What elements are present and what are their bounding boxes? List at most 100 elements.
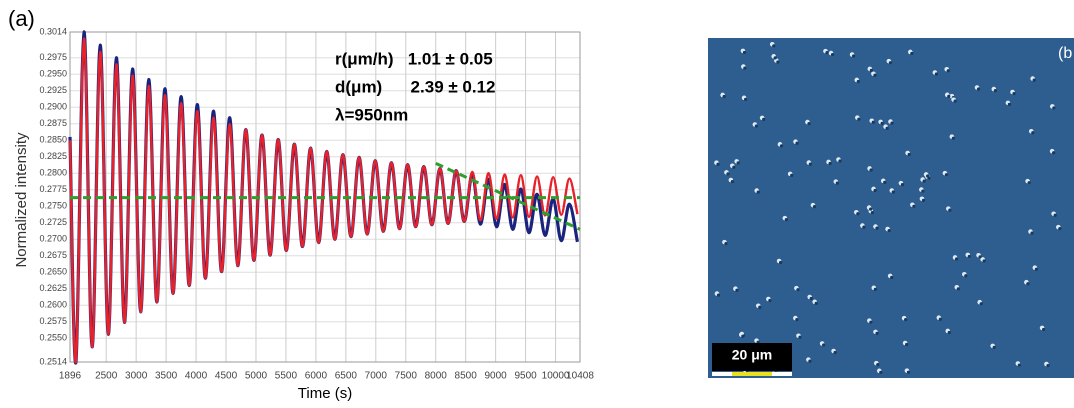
particle-shadow: [1026, 282, 1030, 286]
x-tick-label: 3500: [155, 371, 178, 382]
particle-shadow: [754, 124, 758, 128]
particle-shadow: [779, 144, 784, 148]
particle-shadow: [857, 117, 861, 121]
y-tick-label: 0.2575: [39, 316, 67, 326]
particle-shadow: [1053, 213, 1057, 217]
particle-shadow: [822, 343, 826, 347]
annotation: λ=950nm: [335, 105, 408, 124]
data-line: [68, 37, 579, 364]
y-tick-label: 0.2800: [39, 168, 67, 178]
particle-shadow: [1058, 227, 1062, 231]
particle-shadow: [888, 61, 892, 65]
x-tick-label: 7000: [365, 371, 388, 382]
particle-shadow: [716, 162, 720, 166]
particle-shadow: [921, 189, 925, 193]
y-tick-label: 0.3014: [39, 26, 67, 36]
microscope-image: [708, 38, 1074, 378]
particle-shadow: [1032, 78, 1036, 82]
particle-shadow: [875, 331, 879, 335]
particle-shadow: [979, 302, 983, 306]
particle-shadow: [784, 218, 788, 222]
particle-shadow: [772, 44, 776, 48]
particle-shadow: [907, 152, 911, 157]
particle-shadow: [944, 173, 949, 177]
x-tick-label: 3000: [125, 371, 148, 382]
particle-shadow: [967, 254, 971, 259]
x-tick-label: 8000: [425, 371, 448, 382]
y-tick-label: 0.2925: [39, 85, 67, 95]
particle-shadow: [795, 141, 799, 145]
particle-shadow: [906, 370, 911, 374]
particle-shadow: [885, 126, 889, 130]
x-tick-label: 10408: [566, 371, 594, 382]
particle-shadow: [876, 363, 880, 367]
particle-shadow: [1052, 106, 1056, 110]
particle-shadow: [809, 296, 813, 301]
particle-shadow: [900, 183, 905, 187]
particle-shadow: [905, 342, 909, 347]
y-tick-label: 0.2775: [39, 184, 67, 194]
particle-shadow: [869, 168, 873, 172]
particle-shadow: [1027, 181, 1031, 185]
y-tick-label: 0.2950: [39, 69, 67, 79]
particle-shadow: [976, 87, 981, 91]
x-tick-label: 10000: [542, 371, 570, 382]
particle-shadow: [790, 173, 794, 177]
particle-shadow: [730, 179, 734, 184]
particle-shadow: [871, 120, 875, 124]
particle-shadow: [1042, 327, 1046, 332]
y-axis-label: Normalized intensity: [13, 132, 30, 268]
particle-shadow: [812, 205, 817, 209]
scale-bar-box: [712, 343, 792, 371]
particle-shadow: [758, 305, 762, 309]
particle-shadow: [946, 69, 950, 73]
particle-shadow: [856, 79, 860, 84]
particle-shadow: [722, 94, 726, 99]
particle-shadow: [934, 72, 938, 76]
particle-shadow: [1017, 363, 1021, 367]
particle-shadow: [948, 208, 952, 212]
particle-shadow: [938, 317, 942, 321]
particle-shadow: [954, 257, 959, 261]
y-tick-label: 0.2750: [39, 201, 67, 211]
particle-shadow: [993, 88, 997, 93]
annotation: r(μm/h) 1.01 ± 0.05: [335, 49, 493, 68]
particle-shadow: [953, 99, 957, 103]
particle-shadow: [808, 162, 812, 166]
particle-shadow: [887, 228, 891, 233]
x-tick-label: 4000: [185, 371, 208, 382]
particle-shadow: [732, 165, 736, 169]
particle-shadow: [736, 161, 740, 165]
particle-shadow: [862, 225, 866, 229]
y-tick-label: 0.2650: [39, 267, 67, 277]
particle-shadow: [756, 340, 760, 344]
particle-shadow: [956, 287, 960, 291]
particle-shadow: [910, 51, 914, 56]
x-tick-label: 1896: [59, 371, 82, 382]
particle-shadow: [873, 188, 877, 193]
particle-shadow: [735, 288, 739, 292]
particle-shadow: [716, 293, 721, 297]
x-tick-label: 9500: [514, 371, 537, 382]
particle-shadow: [883, 180, 887, 184]
panel-label: (a): [8, 6, 35, 31]
y-tick-label: 0.2975: [39, 52, 67, 62]
particle-shadow: [947, 330, 951, 335]
particle-shadow: [744, 97, 748, 101]
scale-bar-label: 20 μm: [732, 347, 772, 363]
x-tick-label: 5500: [275, 371, 298, 382]
particle-shadow: [982, 259, 986, 263]
y-tick-label: 0.2725: [39, 217, 67, 227]
particle-shadow: [741, 334, 745, 338]
particle-shadow: [880, 121, 884, 125]
y-tick-label: 0.2600: [39, 300, 67, 310]
y-tick-label: 0.2625: [39, 283, 67, 293]
particle-shadow: [912, 204, 916, 208]
particle-shadow: [726, 172, 730, 176]
scale-bar: [732, 372, 772, 376]
particle-shadow: [951, 136, 955, 140]
particle-shadow: [773, 56, 777, 60]
particle-shadow: [873, 287, 877, 291]
particle-shadow: [828, 161, 832, 166]
